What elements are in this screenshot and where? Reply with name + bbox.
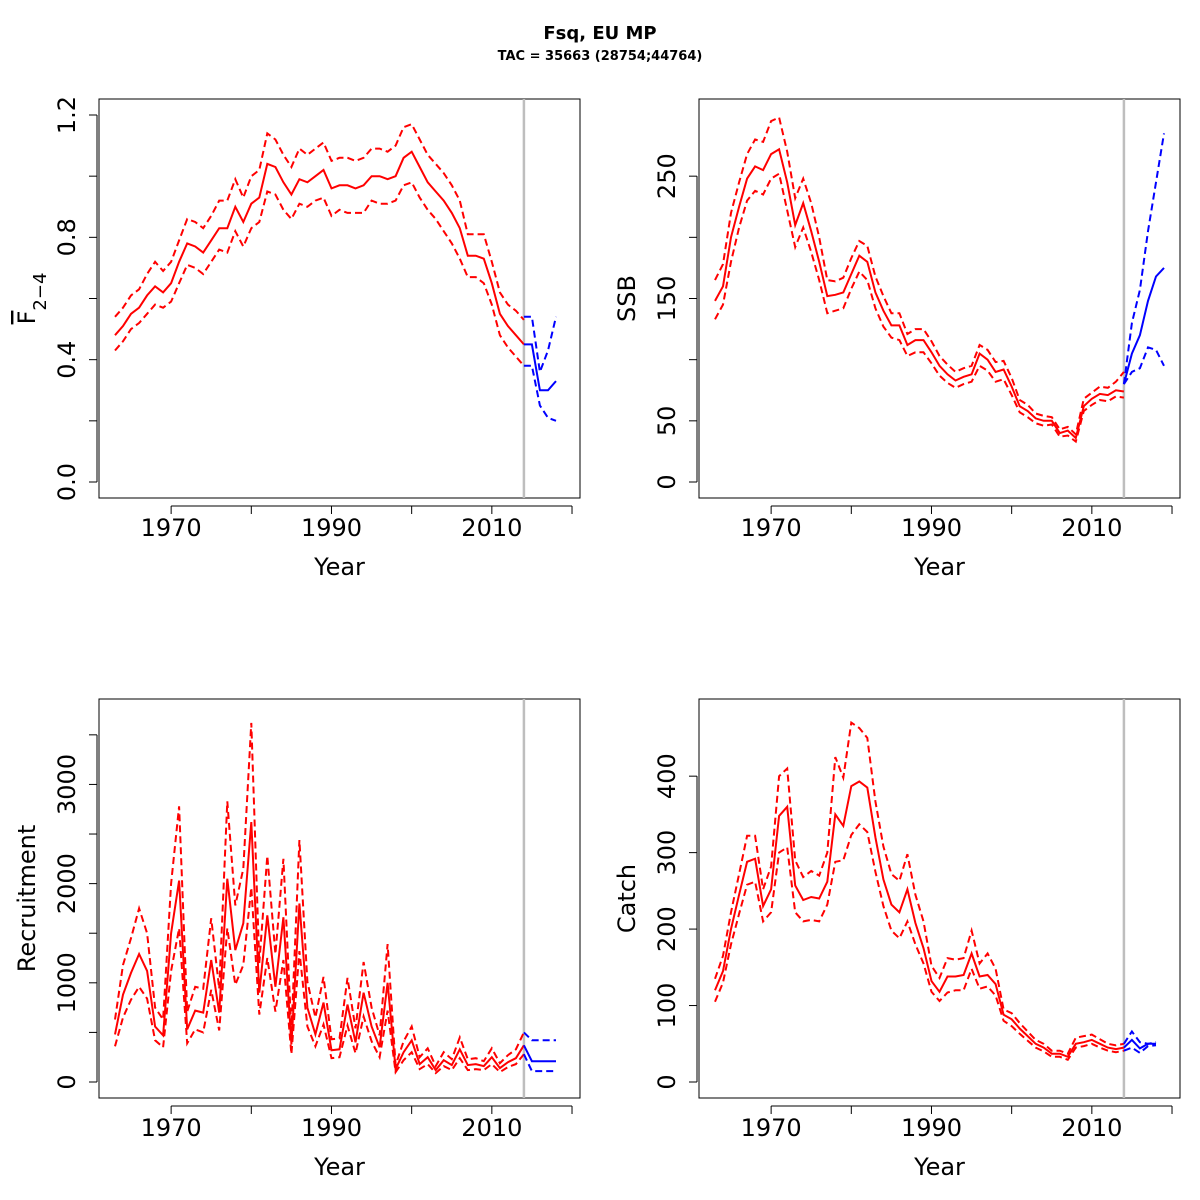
y-tick-label: 0.8 — [53, 218, 81, 256]
projection-median-line — [523, 343, 557, 392]
x-tick-label: 1990 — [901, 514, 962, 542]
projection-lower-bound-line — [522, 1053, 556, 1073]
x-tick-label: 1990 — [301, 514, 362, 542]
x-tick-label: 1970 — [741, 1114, 802, 1142]
x-axis-title: Year — [313, 553, 365, 581]
y-tick-label: 1000 — [53, 952, 81, 1013]
y-tick-label: 2000 — [53, 853, 81, 914]
x-tick-label: 1990 — [901, 1114, 962, 1142]
plot-frame — [98, 698, 581, 1099]
y-tick-label: 250 — [653, 153, 681, 199]
historic-upper-bound-line — [114, 122, 525, 321]
figure-title: Fsq, EU MP — [543, 23, 656, 44]
x-tick-label: 1970 — [141, 1114, 202, 1142]
historic-lower-bound-line — [714, 172, 1125, 444]
x-tick-label: 1990 — [301, 1114, 362, 1142]
x-axis-title: Year — [313, 1153, 365, 1181]
x-tick-label: 2010 — [461, 1114, 522, 1142]
historic-upper-bound-line — [114, 722, 525, 1069]
projection-lower-bound-line — [1123, 346, 1165, 385]
y-tick-label: 0.4 — [53, 341, 81, 379]
y-tick-label: 200 — [653, 906, 681, 952]
x-tick-label: 2010 — [1061, 514, 1122, 542]
historic-median-line — [714, 780, 1125, 1059]
projection-median-line — [523, 1044, 556, 1063]
y-tick-label: 1.2 — [53, 96, 81, 134]
figure-subtitle: TAC = 35663 (28754;44764) — [498, 49, 703, 64]
historic-lower-bound-line — [114, 181, 525, 367]
plot-frame — [98, 98, 581, 499]
x-tick-label: 1970 — [741, 514, 802, 542]
y-tick-label: 300 — [653, 830, 681, 876]
y-tick-label: 0.0 — [53, 463, 81, 501]
projection-median-line — [1123, 1038, 1156, 1050]
y-tick-label: 3000 — [53, 754, 81, 815]
y-tick-label: 150 — [653, 276, 681, 322]
historic-median-line — [714, 147, 1125, 440]
panel-ssb: 1970 1990 2010 Year 0 50 150 250 SSB — [613, 98, 1181, 581]
y-tick-label: 100 — [653, 983, 681, 1029]
projection-median-line — [1122, 267, 1165, 385]
historic-lower-bound-line — [714, 822, 1125, 1062]
panel-recruitment: 1970 1990 2010 Year 0 1000 2000 3000 Recruitment — [13, 698, 581, 1181]
historic-upper-bound-line — [714, 115, 1125, 437]
historic-median-line — [114, 822, 525, 1073]
y-axis-title: Catch — [613, 864, 641, 933]
plot-frame — [698, 698, 1181, 1099]
projection-upper-bound-line — [523, 1031, 556, 1042]
panel-catch: 1970 1990 2010 Year 0 100 200 300 400 Catch — [613, 698, 1181, 1181]
y-axis-title: Recruitment — [13, 825, 41, 972]
x-tick-label: 2010 — [1061, 1114, 1122, 1142]
y-tick-label: 400 — [653, 753, 681, 799]
x-axis-title: Year — [913, 1153, 965, 1181]
y-tick-label: 0 — [653, 474, 681, 489]
projection-lower-bound-line — [1123, 1044, 1157, 1055]
historic-lower-bound-line — [114, 887, 525, 1075]
historic-median-line — [114, 150, 525, 346]
y-axis-title: F2−4 — [13, 273, 51, 325]
y-tick-label: 50 — [653, 406, 681, 437]
y-axis-title: SSB — [613, 275, 641, 322]
y-tick-label: 0 — [53, 1074, 81, 1089]
x-tick-label: 2010 — [461, 514, 522, 542]
y-tick-label: 0 — [653, 1074, 681, 1089]
panel-f-bar: 1970 1990 2010 Year 0.0 0.4 0.8 1.2 F2−4 — [13, 96, 581, 581]
projection-lower-bound-line — [523, 364, 557, 422]
plot-frame — [698, 98, 1181, 499]
historic-upper-bound-line — [714, 720, 1125, 1055]
x-tick-label: 1970 — [141, 514, 202, 542]
projection-upper-bound-line — [523, 315, 557, 376]
x-axis-title: Year — [913, 553, 965, 581]
projection-upper-bound-line — [1122, 133, 1165, 385]
